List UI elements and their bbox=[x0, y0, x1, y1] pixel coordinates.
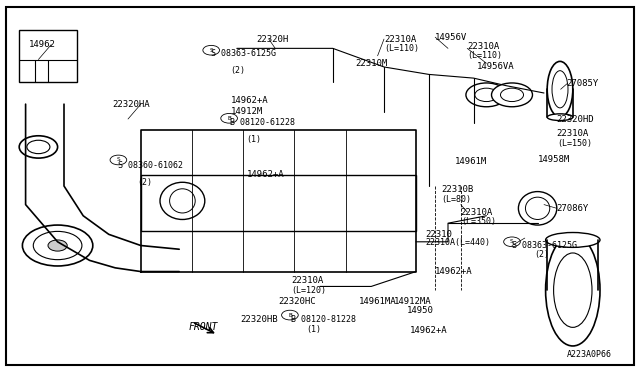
Ellipse shape bbox=[160, 182, 205, 219]
Ellipse shape bbox=[547, 114, 573, 121]
Text: 14958M: 14958M bbox=[538, 155, 570, 164]
Circle shape bbox=[500, 88, 524, 102]
Text: 14962+A: 14962+A bbox=[230, 96, 268, 105]
Text: (1): (1) bbox=[246, 135, 261, 144]
Text: 22310A(L=440): 22310A(L=440) bbox=[426, 238, 491, 247]
Text: A223A0P66: A223A0P66 bbox=[566, 350, 611, 359]
Circle shape bbox=[475, 88, 498, 102]
Text: 22320HC: 22320HC bbox=[278, 297, 316, 306]
Text: 14962+A: 14962+A bbox=[246, 170, 284, 179]
Text: (L=150): (L=150) bbox=[557, 139, 592, 148]
Circle shape bbox=[504, 237, 520, 247]
Circle shape bbox=[466, 83, 507, 107]
Text: (2): (2) bbox=[230, 66, 245, 75]
Circle shape bbox=[27, 140, 50, 154]
Circle shape bbox=[282, 310, 298, 320]
Text: 22320HD: 22320HD bbox=[557, 115, 595, 124]
Text: 14961MA: 14961MA bbox=[358, 297, 396, 306]
Text: (L=110): (L=110) bbox=[467, 51, 502, 60]
Circle shape bbox=[22, 225, 93, 266]
Ellipse shape bbox=[525, 197, 550, 219]
Ellipse shape bbox=[554, 253, 592, 327]
Ellipse shape bbox=[547, 61, 573, 117]
Text: 14962+A: 14962+A bbox=[410, 326, 447, 335]
Circle shape bbox=[221, 113, 237, 123]
Text: FRONT: FRONT bbox=[189, 322, 218, 331]
Text: 14950: 14950 bbox=[406, 306, 433, 315]
Text: 22310A: 22310A bbox=[461, 208, 493, 217]
Circle shape bbox=[48, 240, 67, 251]
Text: B 08120-81228: B 08120-81228 bbox=[291, 315, 356, 324]
Text: 22320HB: 22320HB bbox=[240, 315, 278, 324]
Text: 22310A: 22310A bbox=[291, 276, 323, 285]
Text: 22310B: 22310B bbox=[442, 185, 474, 194]
Circle shape bbox=[110, 155, 127, 165]
Text: 14962: 14962 bbox=[29, 40, 56, 49]
Text: S: S bbox=[116, 157, 120, 163]
Text: 14956VA: 14956VA bbox=[477, 62, 515, 71]
Circle shape bbox=[19, 136, 58, 158]
Text: (L=110): (L=110) bbox=[384, 44, 419, 53]
Text: B: B bbox=[227, 116, 231, 121]
Text: (2): (2) bbox=[534, 250, 549, 259]
Bar bbox=[141, 175, 416, 231]
Text: 14956V: 14956V bbox=[435, 33, 467, 42]
Circle shape bbox=[203, 45, 220, 55]
Circle shape bbox=[492, 83, 532, 107]
Text: 22320H: 22320H bbox=[256, 35, 288, 44]
Text: 22310: 22310 bbox=[426, 230, 452, 239]
Ellipse shape bbox=[545, 234, 600, 346]
Text: 14962+A: 14962+A bbox=[435, 267, 473, 276]
Ellipse shape bbox=[552, 71, 568, 108]
Text: 14912MA: 14912MA bbox=[394, 297, 431, 306]
Text: 22310M: 22310M bbox=[355, 59, 387, 68]
Text: 22320HA: 22320HA bbox=[112, 100, 150, 109]
Ellipse shape bbox=[545, 232, 600, 247]
Text: 14961M: 14961M bbox=[454, 157, 486, 166]
Text: S 08363-6125G: S 08363-6125G bbox=[211, 49, 276, 58]
Text: 27085Y: 27085Y bbox=[566, 79, 598, 88]
Text: (2): (2) bbox=[138, 178, 152, 187]
Text: S 08360-61062: S 08360-61062 bbox=[118, 161, 184, 170]
Text: 14912M: 14912M bbox=[230, 107, 262, 116]
Text: 27086Y: 27086Y bbox=[557, 204, 589, 213]
Text: S: S bbox=[209, 48, 213, 53]
Bar bbox=[19, 30, 77, 82]
Text: (L=350): (L=350) bbox=[461, 217, 496, 226]
Text: S 08363-6125G: S 08363-6125G bbox=[512, 241, 577, 250]
Circle shape bbox=[33, 231, 82, 260]
Text: (L=80): (L=80) bbox=[442, 195, 472, 203]
Text: (1): (1) bbox=[306, 325, 321, 334]
Text: (L=120): (L=120) bbox=[291, 286, 326, 295]
Text: 22310A: 22310A bbox=[557, 129, 589, 138]
Text: B 08120-61228: B 08120-61228 bbox=[230, 118, 296, 127]
Text: 22310A: 22310A bbox=[467, 42, 499, 51]
Ellipse shape bbox=[170, 189, 195, 213]
Ellipse shape bbox=[518, 192, 557, 225]
Text: S: S bbox=[510, 239, 514, 244]
Text: 22310A: 22310A bbox=[384, 35, 416, 44]
Text: B: B bbox=[288, 312, 292, 318]
